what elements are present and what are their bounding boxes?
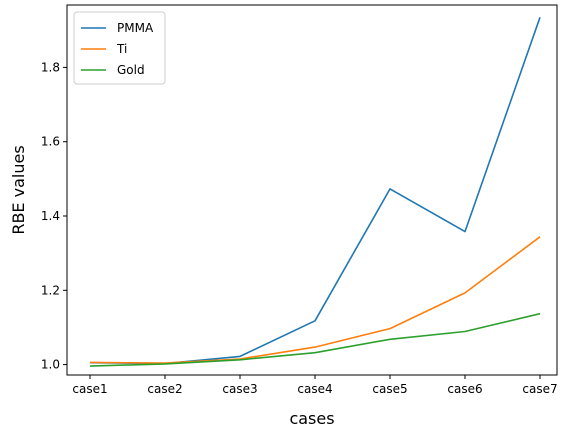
x-axis: case1 case2 case3 case4 case5 case6 case7 [72,375,558,396]
y-tick-label: 1.0 [41,358,60,372]
legend-label-pmma: PMMA [117,21,154,35]
series-lines [89,17,541,367]
y-tick-label: 1.8 [41,60,60,74]
y-tick-label: 1.4 [41,209,60,223]
legend-box [73,11,166,85]
legend-label-ti: Ti [116,42,127,56]
series-line-gold [89,312,541,367]
x-tick-label: case4 [297,382,332,396]
x-tick-label: case6 [447,382,482,396]
x-tick-label: case7 [522,382,557,396]
x-tick-label: case5 [372,382,407,396]
y-tick-label: 1.2 [41,283,60,297]
x-tick-label: case1 [72,382,107,396]
x-tick-label: case3 [222,382,257,396]
y-tick-label: 1.6 [41,135,60,149]
legend: PMMA Ti Gold [73,11,166,85]
legend-label-gold: Gold [117,63,145,77]
x-axis-label: cases [289,409,334,428]
x-tick-label: case2 [147,382,182,396]
y-axis-label: RBE values [9,145,28,234]
y-axis: 1.0 1.2 1.4 1.6 1.8 [41,60,67,372]
